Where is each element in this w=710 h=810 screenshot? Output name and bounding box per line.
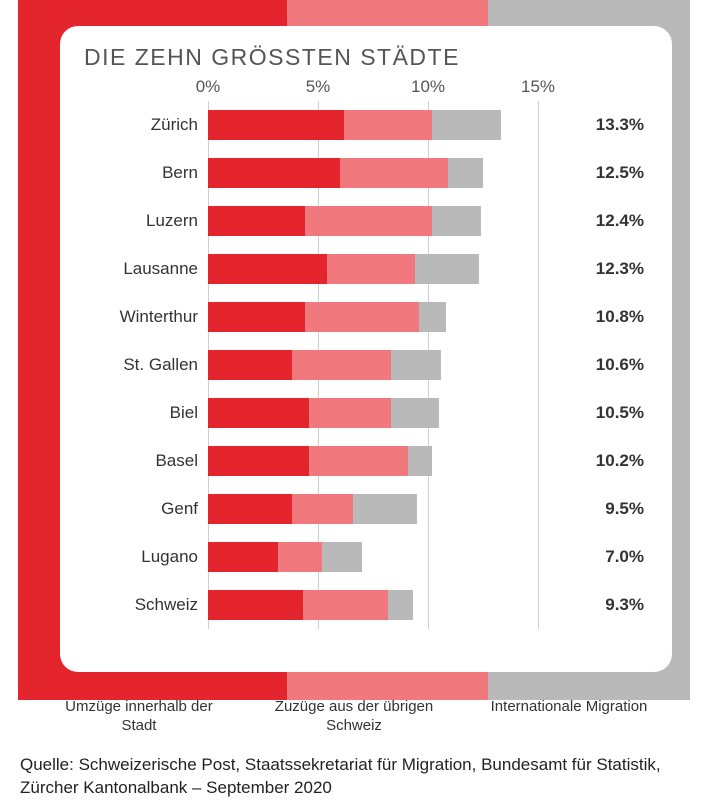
- chart-area: 0% 5% 10% 15% Zürich 13.3% Bern 12.5% Luzern 12.…: [84, 77, 648, 637]
- bar-segment-inner: [208, 494, 292, 524]
- bar-row: Zürich 13.3%: [84, 101, 648, 149]
- bar-segment-domestic: [309, 446, 408, 476]
- bar-row: St. Gallen 10.6%: [84, 341, 648, 389]
- legend-label: Umzüge innerhalb der Stadt: [49, 698, 229, 736]
- bar-segment-inner: [208, 446, 309, 476]
- axis-tick-label: 0%: [196, 77, 221, 97]
- chart-frame: DIE ZEHN GRÖSSTEN STÄDTE 0% 5% 10% 15% Züri…: [18, 0, 690, 700]
- bar-segment-intl: [432, 206, 480, 236]
- bar-track: [208, 398, 538, 428]
- row-total-value: 10.6%: [596, 355, 644, 375]
- row-label: Luzern: [84, 211, 208, 231]
- row-label: Basel: [84, 451, 208, 471]
- legend-label: Zuzüge aus der übrigen Schweiz: [264, 698, 444, 736]
- x-axis: 0% 5% 10% 15%: [84, 77, 648, 101]
- row-label: Genf: [84, 499, 208, 519]
- row-total-value: 10.5%: [596, 403, 644, 423]
- row-label: Lugano: [84, 547, 208, 567]
- row-total-value: 12.4%: [596, 211, 644, 231]
- row-label: St. Gallen: [84, 355, 208, 375]
- row-total-value: 10.8%: [596, 307, 644, 327]
- bar-segment-inner: [208, 302, 305, 332]
- row-label: Bern: [84, 163, 208, 183]
- axis-tick-label: 15%: [521, 77, 555, 97]
- row-label: Lausanne: [84, 259, 208, 279]
- bar-segment-inner: [208, 542, 278, 572]
- axis-tick-label: 10%: [411, 77, 445, 97]
- bar-track: [208, 494, 538, 524]
- bar-segment-intl: [388, 590, 412, 620]
- legend-label: Internationale Migration: [479, 698, 659, 717]
- bar-segment-intl: [415, 254, 479, 284]
- bar-segment-intl: [419, 302, 445, 332]
- row-total-value: 12.5%: [596, 163, 644, 183]
- legend-pointer-icon: [561, 684, 577, 694]
- bar-row: Biel 10.5%: [84, 389, 648, 437]
- legend: Umzüge innerhalb der Stadt Zuzüge aus der…: [18, 684, 690, 744]
- bar-row: Lugano 7.0%: [84, 533, 648, 581]
- bar-segment-domestic: [305, 302, 419, 332]
- bar-row: Lausanne 12.3%: [84, 245, 648, 293]
- bar-segment-domestic: [344, 110, 432, 140]
- bar-row: Basel 10.2%: [84, 437, 648, 485]
- bar-row: Winterthur 10.8%: [84, 293, 648, 341]
- bar-segment-domestic: [309, 398, 390, 428]
- bar-track: [208, 446, 538, 476]
- bar-segment-inner: [208, 254, 327, 284]
- bar-segment-intl: [353, 494, 417, 524]
- row-label: Biel: [84, 403, 208, 423]
- bars-region: Zürich 13.3% Bern 12.5% Luzern 12.4% Lausanne 1…: [84, 101, 648, 629]
- legend-pointer-icon: [346, 684, 362, 694]
- bar-segment-intl: [322, 542, 362, 572]
- chart-title: DIE ZEHN GRÖSSTEN STÄDTE: [84, 44, 648, 71]
- bar-segment-inner: [208, 350, 292, 380]
- bar-segment-domestic: [305, 206, 433, 236]
- row-label: Schweiz: [84, 595, 208, 615]
- bar-segment-intl: [448, 158, 483, 188]
- row-total-value: 12.3%: [596, 259, 644, 279]
- bar-segment-inner: [208, 158, 340, 188]
- legend-pointer-icon: [131, 684, 147, 694]
- bar-segment-intl: [391, 350, 442, 380]
- chart-card: DIE ZEHN GRÖSSTEN STÄDTE 0% 5% 10% 15% Züri…: [60, 26, 672, 672]
- bar-track: [208, 350, 538, 380]
- bar-track: [208, 254, 538, 284]
- bar-segment-inner: [208, 590, 303, 620]
- bar-segment-domestic: [278, 542, 322, 572]
- bar-segment-inner: [208, 398, 309, 428]
- bar-track: [208, 590, 538, 620]
- bar-row: Luzern 12.4%: [84, 197, 648, 245]
- bar-segment-domestic: [303, 590, 389, 620]
- bar-track: [208, 206, 538, 236]
- row-label: Zürich: [84, 115, 208, 135]
- row-total-value: 7.0%: [605, 547, 644, 567]
- row-label: Winterthur: [84, 307, 208, 327]
- bar-segment-domestic: [327, 254, 415, 284]
- bar-segment-inner: [208, 110, 344, 140]
- row-total-value: 9.5%: [605, 499, 644, 519]
- axis-tick-label: 5%: [306, 77, 331, 97]
- bar-track: [208, 542, 538, 572]
- bar-track: [208, 302, 538, 332]
- bar-segment-intl: [432, 110, 500, 140]
- row-total-value: 13.3%: [596, 115, 644, 135]
- bar-segment-domestic: [292, 350, 391, 380]
- row-total-value: 10.2%: [596, 451, 644, 471]
- bar-track: [208, 158, 538, 188]
- row-total-value: 9.3%: [605, 595, 644, 615]
- bar-segment-inner: [208, 206, 305, 236]
- bar-track: [208, 110, 538, 140]
- bar-row: Bern 12.5%: [84, 149, 648, 197]
- bar-segment-intl: [391, 398, 439, 428]
- bar-segment-domestic: [340, 158, 448, 188]
- bar-segment-intl: [408, 446, 432, 476]
- bar-row: Genf 9.5%: [84, 485, 648, 533]
- bar-row: Schweiz 9.3%: [84, 581, 648, 629]
- bar-segment-domestic: [292, 494, 354, 524]
- source-text: Quelle: Schweizerische Post, Staatssekre…: [20, 754, 690, 800]
